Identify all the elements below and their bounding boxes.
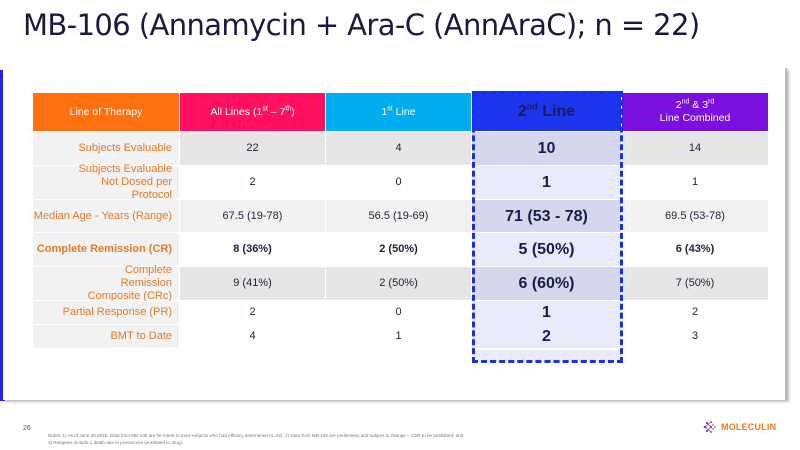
footnotes: Notes: 1) As of June 30 2025. Data from … <box>48 433 464 445</box>
row-label: Complete Remission (CR) <box>33 233 180 266</box>
cell-all-lines: 67.5 (19-78) <box>180 200 326 232</box>
second-line-column-tail <box>472 350 622 362</box>
header-line-of-therapy: Line of Therapy <box>33 93 180 131</box>
left-accent-bar <box>0 70 5 401</box>
logo-text: MOLECULIN <box>721 422 777 432</box>
table-row: Subjects Evaluable Not Dosed per Protoco… <box>33 163 768 201</box>
row-label: Median Age - Years (Range) <box>33 200 180 232</box>
table-header-row: Line of Therapy All Lines (1st – 7th) 1s… <box>33 91 768 131</box>
cell-second-third: 2 <box>622 301 768 324</box>
cell-first-line: 56.5 (19-69) <box>326 200 472 232</box>
cell-second-line: 1 <box>472 166 622 199</box>
cell-all-lines: 22 <box>180 132 326 165</box>
header-first-line: 1st Line <box>326 93 472 131</box>
table-row: Subjects Evaluable 22 4 10 14 <box>33 131 768 165</box>
cell-second-third: 3 <box>622 324 768 348</box>
header-label: 2nd Line <box>517 101 576 120</box>
slide-title: MB-106 (Annamycin + Ara-C (AnnAraC); n =… <box>23 8 700 42</box>
cell-first-line: 0 <box>326 166 472 199</box>
table-row: BMT to Date 4 1 2 3 <box>33 324 768 348</box>
cell-second-line: 6 (60%) <box>472 267 622 300</box>
table-row: Complete Remission Composite (CRc) 9 (41… <box>33 264 768 302</box>
header-second-line: 2nd Line <box>472 91 622 131</box>
page-number: 26 <box>23 425 31 432</box>
header-label-line2: Line Combined <box>659 112 731 124</box>
cell-all-lines: 2 <box>180 301 326 324</box>
cell-second-third: 6 (43%) <box>622 233 768 266</box>
table-row: Complete Remission (CR) 8 (36%) 2 (50%) … <box>33 232 768 266</box>
cell-first-line: 2 (50%) <box>326 233 472 266</box>
header-all-lines: All Lines (1st – 7th) <box>180 93 326 131</box>
cell-second-line: 10 <box>472 132 622 165</box>
row-label: BMT to Date <box>33 324 180 348</box>
cell-second-line: 2 <box>472 324 622 348</box>
row-label: Partial Response (PR) <box>33 301 180 324</box>
cell-second-third: 7 (50%) <box>622 267 768 300</box>
cell-second-line: 1 <box>472 301 622 324</box>
cell-first-line: 4 <box>326 132 472 165</box>
molecule-burst-icon <box>703 421 716 433</box>
cell-first-line: 2 (50%) <box>326 267 472 300</box>
cell-all-lines: 8 (36%) <box>180 233 326 266</box>
cell-second-third: 14 <box>622 132 768 165</box>
row-label: Complete Remission Composite (CRc) <box>33 264 180 302</box>
row-label: Subjects Evaluable <box>33 132 180 165</box>
cell-first-line: 0 <box>326 301 472 324</box>
row-label: Subjects Evaluable Not Dosed per Protoco… <box>33 163 180 201</box>
cell-second-line: 5 (50%) <box>472 233 622 266</box>
results-table: Line of Therapy All Lines (1st – 7th) 1s… <box>33 91 768 348</box>
cell-second-third: 1 <box>622 166 768 199</box>
header-label: All Lines (1st – 7th) <box>210 105 295 118</box>
cell-all-lines: 9 (41%) <box>180 267 326 300</box>
table-row: Partial Response (PR) 2 0 1 2 <box>33 300 768 324</box>
header-label: 1st Line <box>381 105 416 118</box>
cell-first-line: 1 <box>326 324 472 348</box>
cell-all-lines: 4 <box>180 324 326 348</box>
header-label-line1: 2nd & 3rd <box>675 98 715 112</box>
cell-all-lines: 2 <box>180 166 326 199</box>
cell-second-third: 69.5 (53-78) <box>622 200 768 232</box>
header-label: Line of Therapy <box>69 105 143 118</box>
table-row: Median Age - Years (Range) 67.5 (19-78) … <box>33 199 768 232</box>
cell-second-line: 71 (53 - 78) <box>472 200 622 232</box>
header-second-third-combined: 2nd & 3rd Line Combined <box>622 93 768 131</box>
company-logo: MOLECULIN <box>703 419 776 435</box>
